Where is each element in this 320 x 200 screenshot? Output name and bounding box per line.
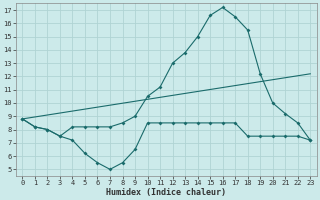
X-axis label: Humidex (Indice chaleur): Humidex (Indice chaleur)	[106, 188, 226, 197]
